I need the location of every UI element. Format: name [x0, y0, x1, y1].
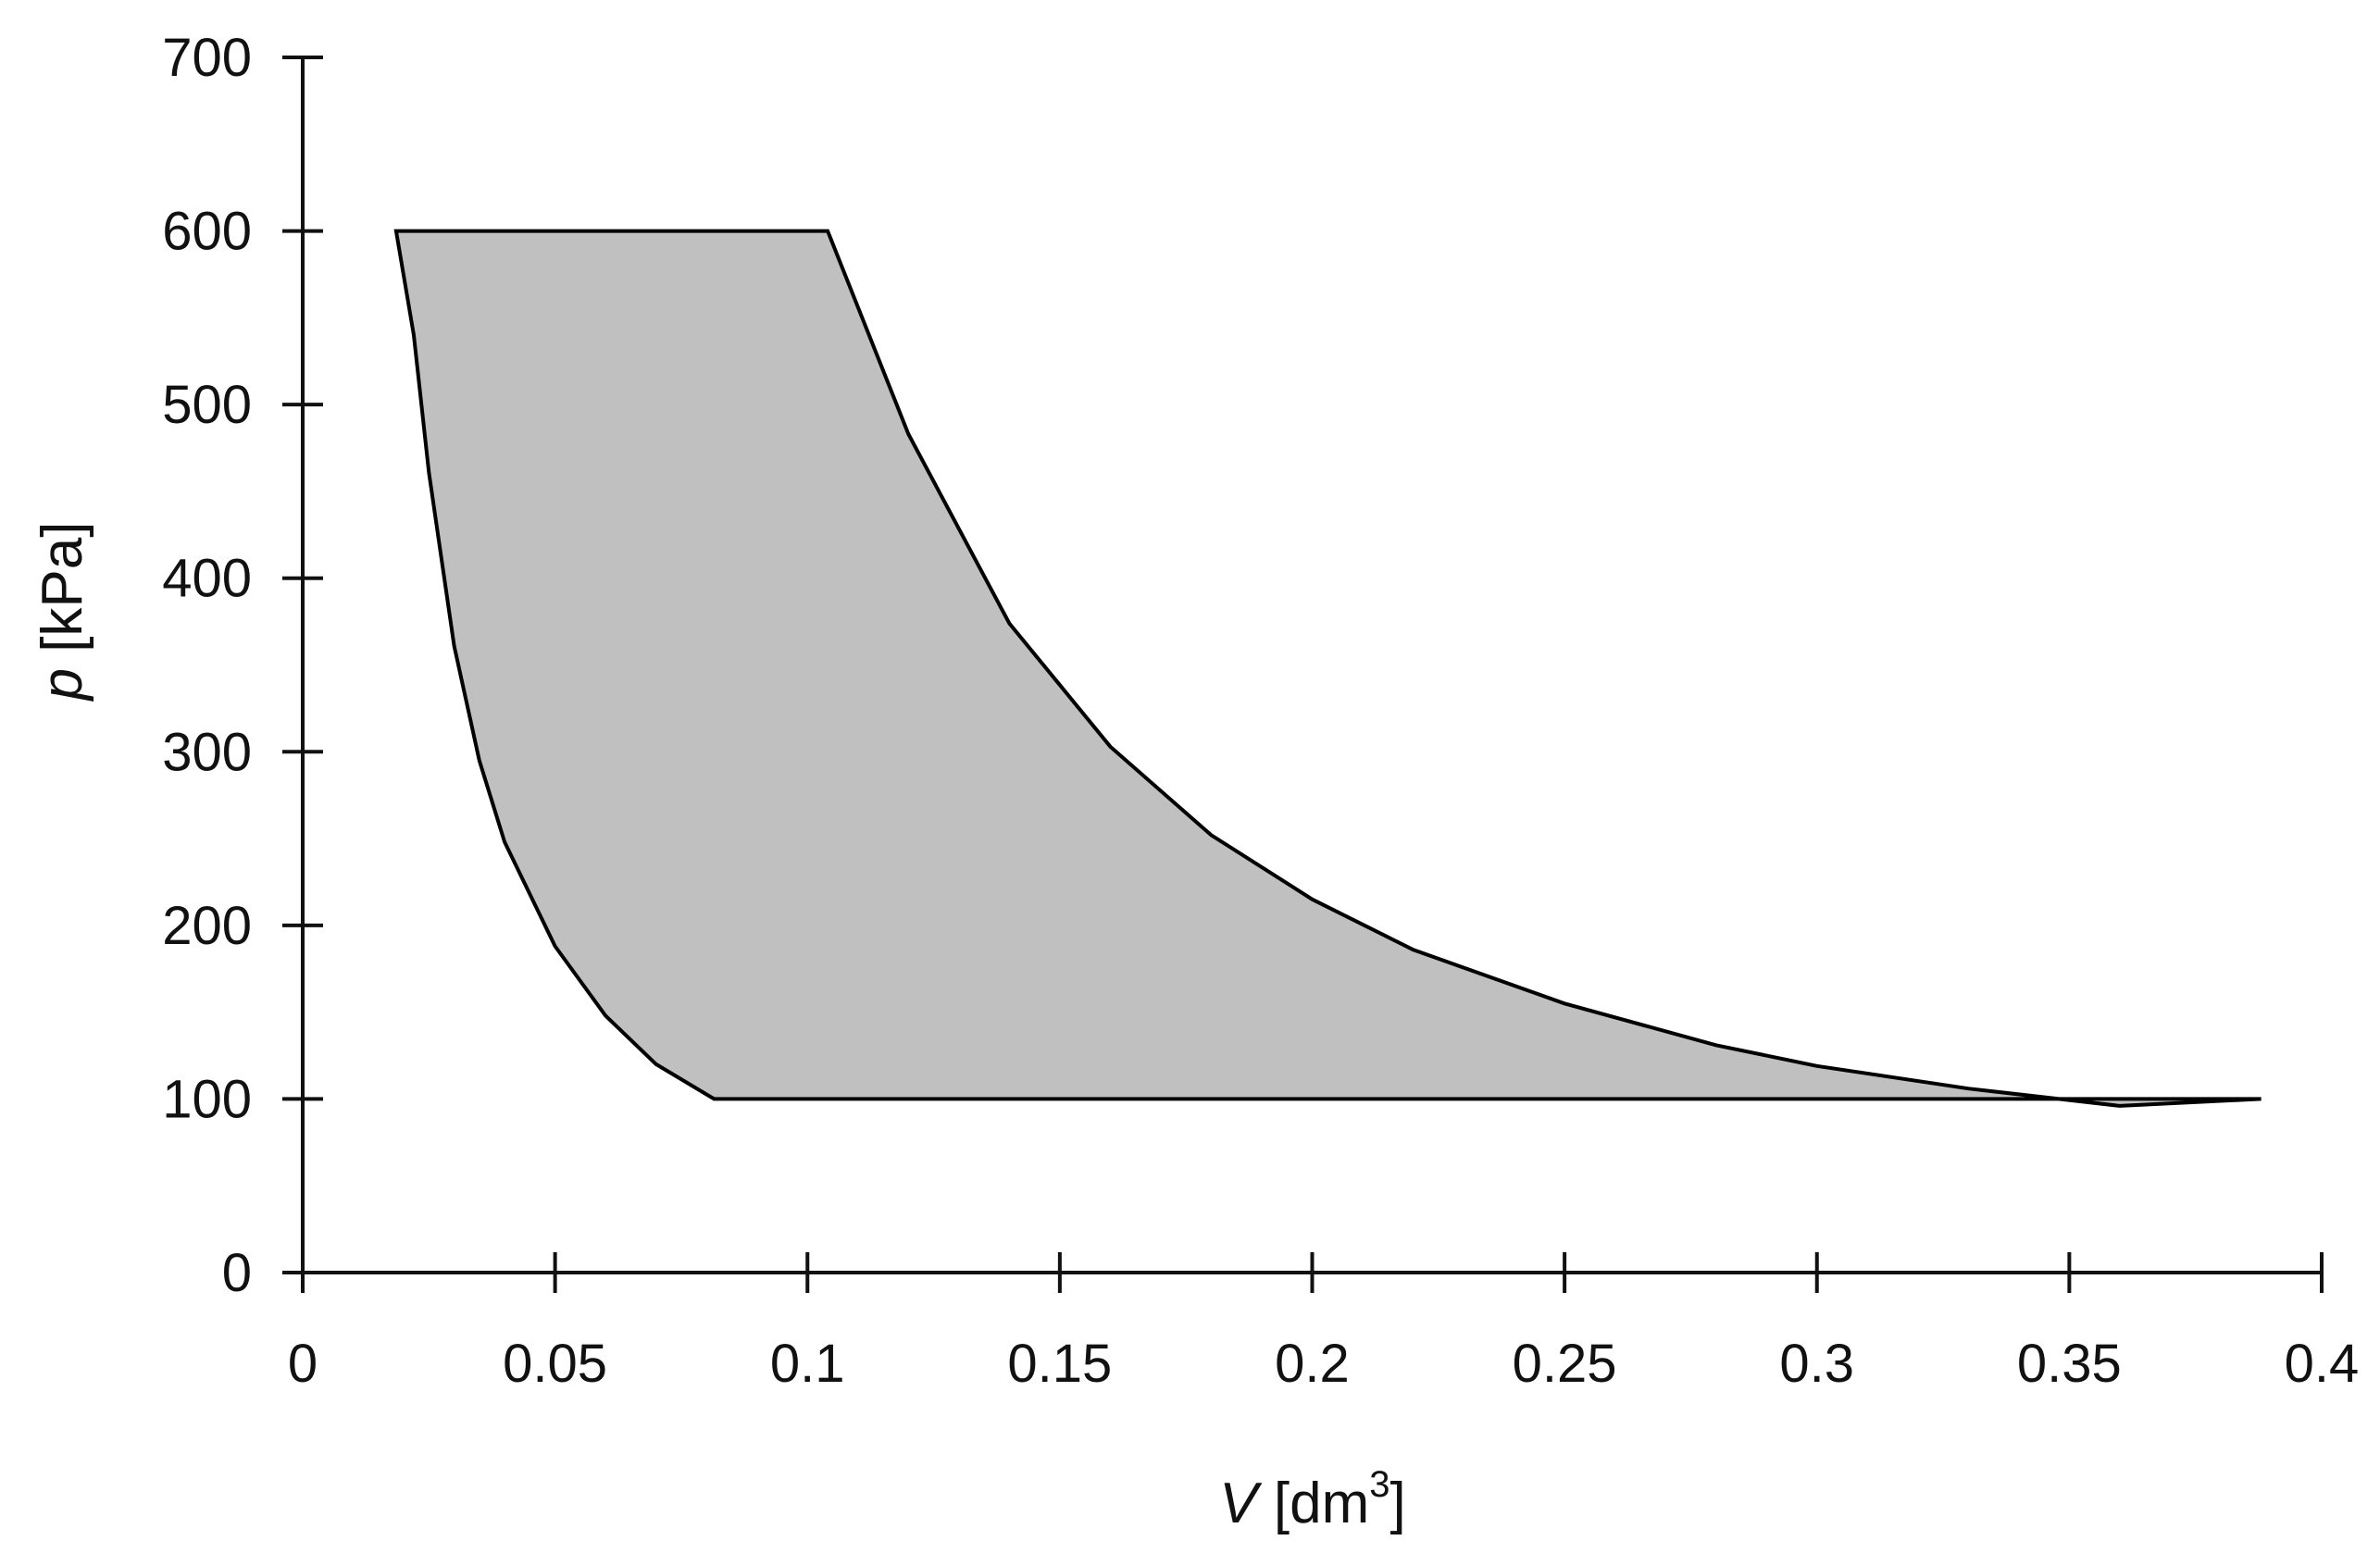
x-ticks: 0 0.05 0.1 0.15 0.2 0.25 0.3 0.35 0.4 [288, 1252, 2359, 1394]
y-tick-label: 500 [162, 375, 252, 435]
y-axis-symbol: p [31, 668, 94, 702]
y-tick-label: 0 [222, 1243, 252, 1303]
axes: 0 0.05 0.1 0.15 0.2 0.25 0.3 0.35 0.4 0 100 200 300… [162, 28, 2359, 1394]
x-tick-label: 0.15 [1007, 1334, 1112, 1394]
x-tick-label: 0.25 [1513, 1334, 1617, 1394]
x-axis-unit: [dm [1258, 1472, 1370, 1535]
y-tick-label: 600 [162, 202, 252, 262]
y-tick-label: 700 [162, 28, 252, 88]
plot-area [393, 229, 2262, 1108]
x-axis-unit-close: ] [1389, 1472, 1405, 1535]
x-tick-label: 0 [288, 1334, 318, 1394]
y-tick-label: 400 [162, 549, 252, 609]
x-tick-label: 0.3 [1779, 1334, 1854, 1394]
y-tick-label: 300 [162, 722, 252, 782]
x-tick-label: 0.1 [770, 1334, 845, 1394]
y-axis-unit: [kPa] [31, 522, 94, 669]
x-tick-label: 0.4 [2285, 1334, 2360, 1394]
x-axis-symbol: V [1219, 1472, 1263, 1535]
x-tick-label: 0.05 [503, 1334, 607, 1394]
y-tick-label: 200 [162, 896, 252, 956]
x-tick-label: 0.35 [2017, 1334, 2122, 1394]
y-tick-label: 100 [162, 1069, 252, 1129]
y-ticks: 0 100 200 300 400 500 600 700 [162, 28, 323, 1303]
cycle-region [393, 229, 2262, 1108]
y-axis-title: p [kPa] [31, 522, 94, 702]
x-tick-label: 0.2 [1275, 1334, 1350, 1394]
x-axis-title: V [dm3] [1219, 1464, 1405, 1535]
x-axis-unit-power: 3 [1369, 1464, 1389, 1505]
